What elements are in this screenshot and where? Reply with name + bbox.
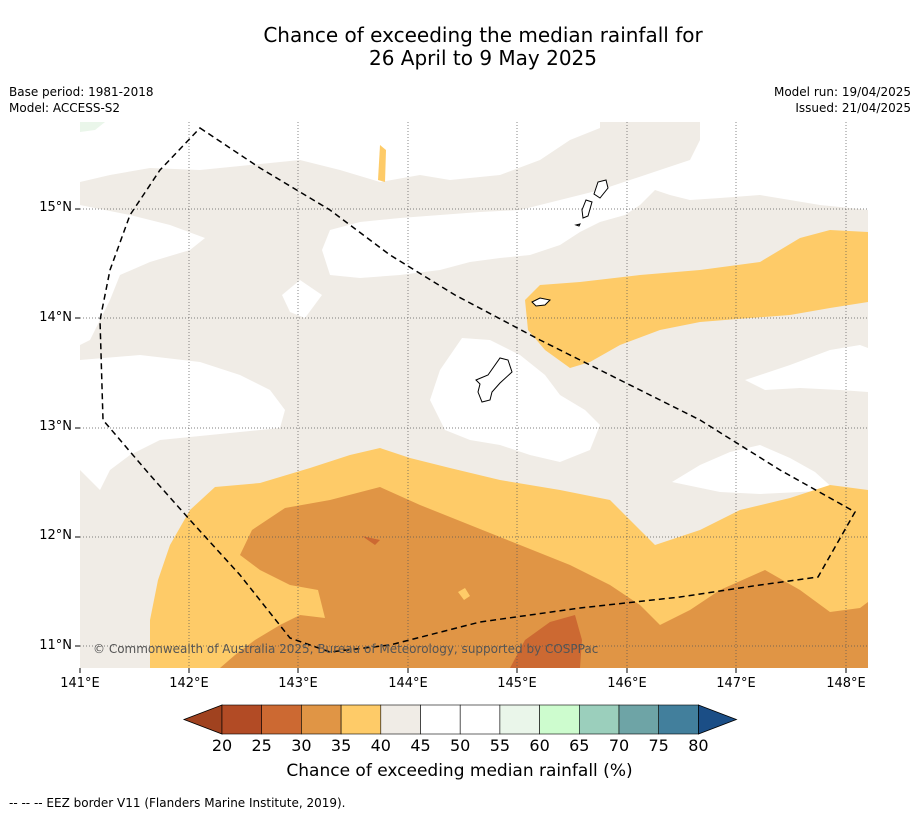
issued-date: Issued: 21/04/2025 — [795, 101, 911, 115]
model-run: Model run: 19/04/2025 — [773, 85, 911, 99]
chart-title-line2: 26 April to 9 May 2025 — [369, 46, 597, 70]
contour-white-right — [745, 345, 868, 392]
colorbar-tick-60: 60 — [529, 736, 550, 755]
colorbar-tick-55: 55 — [489, 736, 511, 755]
contour-white-left2 — [80, 355, 285, 490]
colorbar-arrow-high — [698, 704, 738, 735]
contour-25-30 — [510, 615, 582, 668]
contour-white-left — [80, 205, 205, 345]
copyright-notice: © Commonwealth of Australia 2025, Bureau… — [93, 642, 599, 656]
lat-label-12: 12°N — [39, 528, 72, 543]
colorbar-title: Chance of exceeding median rainfall (%) — [286, 761, 633, 781]
colorbar-segment-45 — [420, 704, 461, 735]
lon-label-143: 143°E — [278, 676, 318, 691]
colorbar-tick-30: 30 — [291, 736, 312, 755]
contour-white-topleft — [80, 122, 600, 182]
base-period: Base period: 1981-2018 — [9, 85, 154, 99]
colorbar-segment-60 — [539, 704, 580, 735]
colorbar-tick-80: 80 — [688, 736, 709, 755]
contour-35-40-band — [525, 230, 868, 368]
island-saipan — [593, 179, 609, 199]
grid — [80, 122, 868, 668]
colorbar-tick-35: 35 — [330, 736, 352, 755]
colorbar-tick-20: 20 — [211, 736, 233, 755]
contour-25-30-small — [362, 536, 380, 545]
contour-white-right2 — [672, 445, 835, 494]
colorbar-segment-40 — [380, 704, 421, 735]
lat-label-14: 14°N — [39, 310, 72, 325]
colorbar-tick-45: 45 — [410, 736, 431, 755]
colorbar-segment-20 — [221, 704, 263, 735]
colorbar-tick-40: 40 — [370, 736, 391, 755]
colorbar-arrow-low — [182, 704, 223, 735]
colorbar-segment-50 — [459, 704, 501, 735]
islands — [475, 179, 609, 403]
colorbar-segment-30 — [301, 704, 342, 735]
contour-30-35 — [220, 487, 868, 668]
contour-white-topright — [322, 122, 868, 278]
eez-legend: -- -- -- EEZ border V11 (Flanders Marine… — [9, 796, 346, 810]
lon-label-141: 141°E — [60, 676, 100, 691]
lon-label-144: 144°E — [388, 676, 428, 691]
lon-label-142: 142°E — [169, 676, 209, 691]
colorbar-tick-50: 50 — [450, 736, 471, 755]
chart-title-line1: Chance of exceeding the median rainfall … — [263, 23, 703, 47]
colorbar-segment-75 — [658, 704, 699, 735]
colorbar-segment-55 — [499, 704, 540, 735]
contour-white-center — [430, 338, 600, 462]
model-name: Model: ACCESS-S2 — [9, 101, 121, 115]
colorbar-tick-70: 70 — [608, 736, 630, 755]
colorbar-segment-65 — [578, 704, 620, 735]
colorbar-tick-65: 65 — [569, 736, 590, 755]
map-contours — [80, 122, 868, 668]
colorbar-segment-70 — [618, 704, 660, 735]
colorbar-segment-25 — [261, 704, 302, 735]
island-rota — [531, 297, 552, 307]
colorbar — [182, 704, 738, 735]
contour-white-island — [282, 280, 322, 318]
lat-label-13: 13°N — [39, 419, 72, 434]
contour-green-spot — [80, 122, 105, 132]
lon-label-148: 148°E — [826, 676, 866, 691]
lat-label-11: 11°N — [39, 638, 72, 653]
island-guam — [475, 357, 513, 403]
contour-35-40-spot — [458, 588, 470, 600]
lon-label-146: 146°E — [607, 676, 647, 691]
island-tinian — [581, 199, 593, 219]
colorbar-tick-75: 75 — [648, 736, 669, 755]
island-aguijan — [574, 223, 581, 227]
lon-label-147: 147°E — [716, 676, 756, 691]
lat-label-15: 15°N — [39, 200, 72, 215]
colorbar-tick-25: 25 — [251, 736, 272, 755]
lon-label-145: 145°E — [497, 676, 537, 691]
contour-35-40-top — [378, 145, 386, 182]
colorbar-segment-35 — [340, 704, 382, 735]
axis-ticks — [75, 208, 847, 673]
eez-border — [99, 127, 857, 653]
